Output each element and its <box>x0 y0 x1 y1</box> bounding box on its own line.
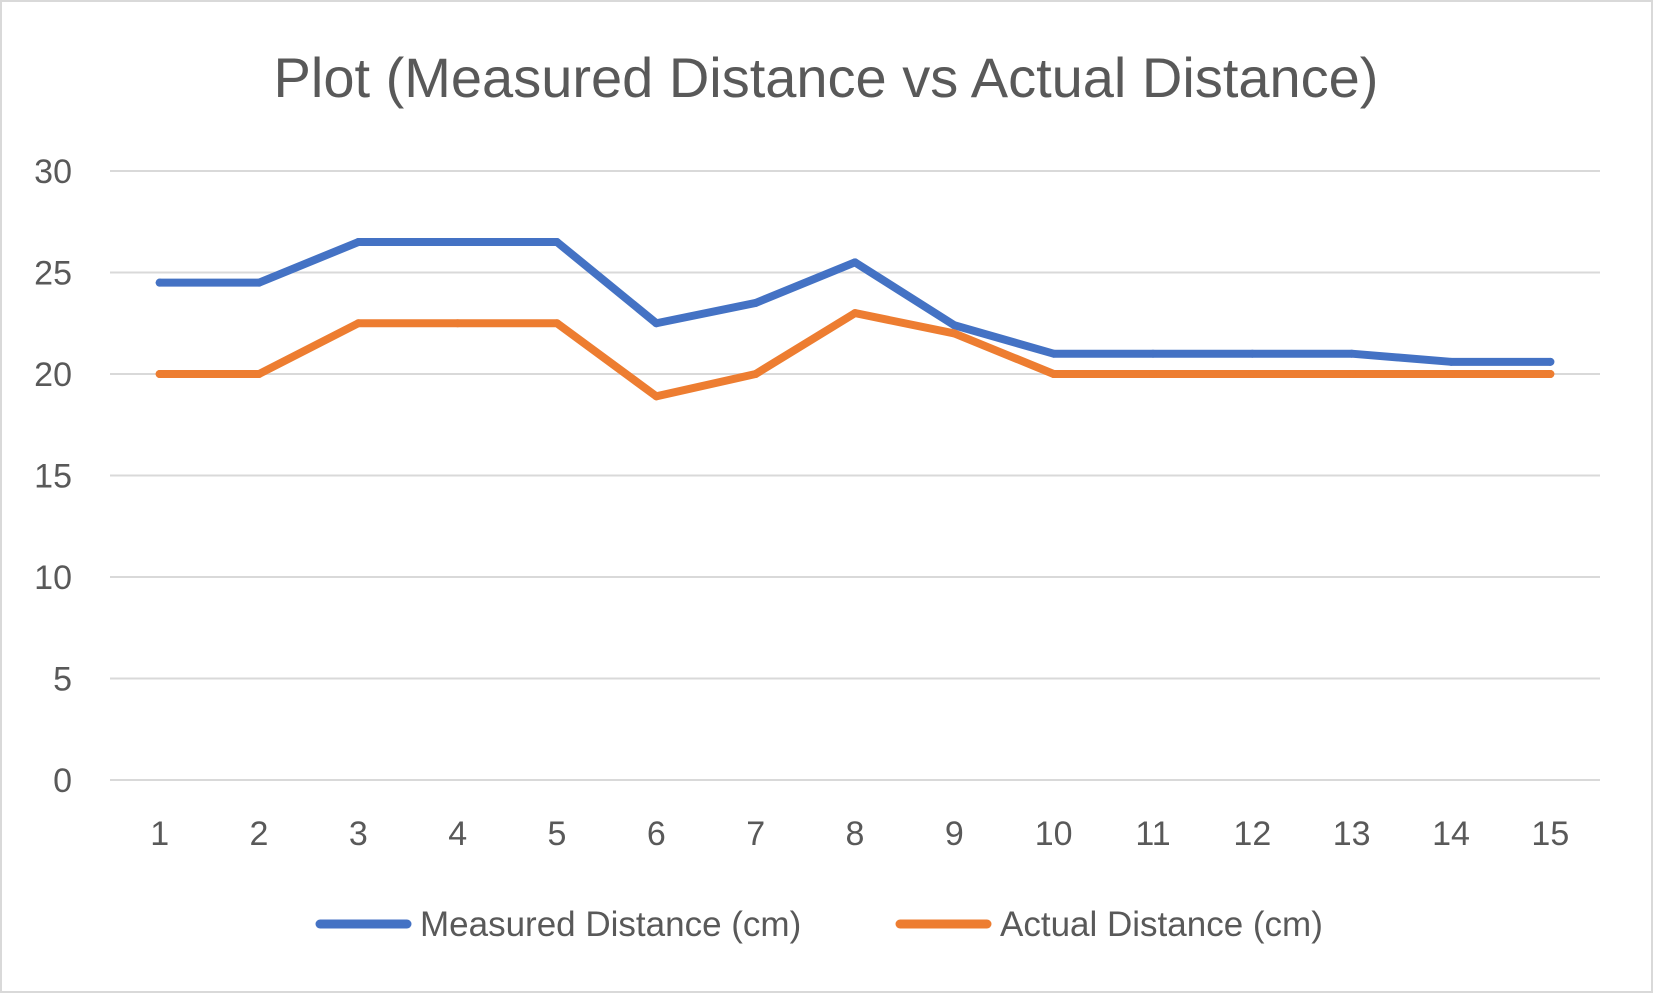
series-lines <box>155 238 1555 401</box>
data-point <box>652 319 661 328</box>
data-point <box>255 278 263 287</box>
data-point <box>1049 349 1058 358</box>
data-point <box>453 319 462 328</box>
y-tick-label: 0 <box>53 762 72 800</box>
y-tick-label: 5 <box>53 661 72 699</box>
data-point <box>950 321 959 330</box>
x-tick-label: 10 <box>1035 815 1073 853</box>
y-tick-label: 20 <box>34 356 72 394</box>
y-tick-label: 30 <box>34 153 72 191</box>
data-point <box>553 319 561 328</box>
legend: Measured Distance (cm) Actual Distance (c… <box>315 905 1323 944</box>
x-tick-label: 9 <box>945 815 964 853</box>
x-tick-label: 11 <box>1135 815 1170 853</box>
x-tick-label: 5 <box>548 815 567 853</box>
x-axis-labels: 1 2 3 4 5 6 7 8 9 10 11 12 13 14 15 <box>150 815 1569 853</box>
data-point <box>1049 370 1058 378</box>
legend-label: Measured Distance (cm) <box>420 905 801 944</box>
x-tick-label: 15 <box>1531 815 1569 853</box>
data-point <box>751 298 760 307</box>
x-tick-label: 14 <box>1432 815 1470 853</box>
data-point <box>354 238 363 247</box>
data-point <box>652 392 661 401</box>
data-point <box>155 278 164 287</box>
data-point <box>453 238 462 247</box>
data-point <box>354 319 363 328</box>
data-point <box>1149 370 1157 378</box>
x-tick-label: 6 <box>647 815 666 853</box>
x-tick-label: 8 <box>846 815 865 853</box>
y-axis-labels: 0 5 10 15 20 25 30 <box>34 153 72 800</box>
y-tick-label: 15 <box>34 458 72 496</box>
data-point <box>851 258 859 267</box>
data-point <box>1149 349 1157 358</box>
x-tick-label: 1 <box>150 815 169 853</box>
data-point <box>1546 370 1555 378</box>
data-point <box>155 370 164 378</box>
chart-title: Plot (Measured Distance vs Actual Distan… <box>274 46 1379 109</box>
x-tick-label: 2 <box>250 815 269 853</box>
data-point <box>851 309 859 318</box>
data-point <box>751 370 760 378</box>
data-point <box>1546 357 1555 366</box>
data-point <box>1447 357 1455 366</box>
data-point <box>1347 349 1356 358</box>
data-point <box>1248 349 1257 358</box>
x-tick-label: 4 <box>448 815 467 853</box>
x-tick-label: 12 <box>1233 815 1271 853</box>
y-tick-label: 25 <box>34 255 72 293</box>
gridlines <box>110 170 1600 781</box>
data-point <box>1347 370 1356 378</box>
x-tick-label: 3 <box>349 815 368 853</box>
data-point <box>255 370 263 378</box>
data-point <box>553 238 561 247</box>
x-tick-label: 7 <box>746 815 765 853</box>
data-point <box>1447 370 1455 378</box>
y-tick-label: 10 <box>34 559 72 597</box>
legend-label: Actual Distance (cm) <box>1000 905 1323 944</box>
x-tick-label: 13 <box>1333 815 1371 853</box>
data-point <box>1248 370 1257 378</box>
data-point <box>950 329 959 338</box>
